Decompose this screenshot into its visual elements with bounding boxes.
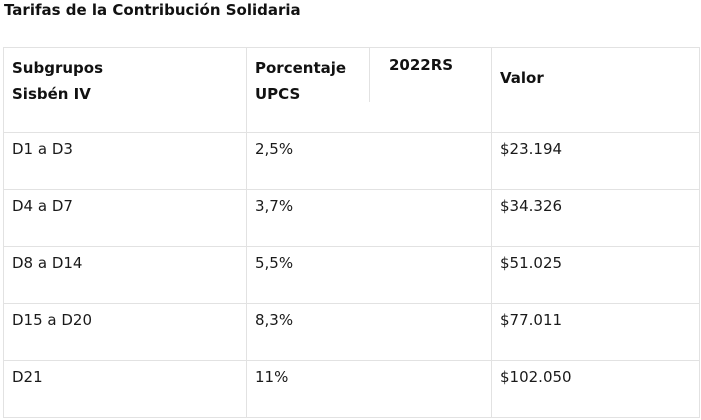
cell-percentage: 8,3% bbox=[246, 303, 492, 361]
cell-value-text: $51.025 bbox=[500, 254, 563, 272]
cell-percentage: 2,5% bbox=[246, 132, 492, 190]
cell-value: $51.025 bbox=[491, 246, 700, 304]
cell-subgroup-text: D4 a D7 bbox=[12, 197, 73, 215]
header-percentage-line1: Porcentaje bbox=[255, 59, 347, 77]
contribution-rates-table: Subgrupos Sisbén IV Porcentaje UPCS 2022… bbox=[3, 47, 700, 418]
cell-subgroup-text: D8 a D14 bbox=[12, 254, 83, 272]
header-subgroup: Subgrupos Sisbén IV bbox=[3, 47, 247, 133]
header-percentage: Porcentaje UPCS 2022RS bbox=[246, 47, 492, 133]
cell-percentage: 5,5% bbox=[246, 246, 492, 304]
cell-value-text: $23.194 bbox=[500, 140, 563, 158]
cell-subgroup: D21 bbox=[3, 360, 247, 418]
cell-subgroup: D1 a D3 bbox=[3, 132, 247, 190]
table-header-row: Subgrupos Sisbén IV Porcentaje UPCS 2022… bbox=[3, 47, 700, 133]
cell-subgroup: D4 a D7 bbox=[3, 189, 247, 247]
cell-percentage-text: 3,7% bbox=[255, 197, 294, 215]
cell-value: $102.050 bbox=[491, 360, 700, 418]
cell-percentage-text: 2,5% bbox=[255, 140, 294, 158]
cell-subgroup-text: D15 a D20 bbox=[12, 311, 93, 329]
table-row: D21 11% $102.050 bbox=[3, 360, 700, 418]
cell-percentage: 3,7% bbox=[246, 189, 492, 247]
cell-percentage-text: 11% bbox=[255, 368, 289, 386]
cell-value: $23.194 bbox=[491, 132, 700, 190]
cell-value-text: $102.050 bbox=[500, 368, 572, 386]
header-subgroup-line1: Subgrupos bbox=[12, 59, 104, 77]
cell-percentage-text: 8,3% bbox=[255, 311, 294, 329]
cell-subgroup: D15 a D20 bbox=[3, 303, 247, 361]
cell-subgroup-text: D1 a D3 bbox=[12, 140, 73, 158]
cell-value: $77.011 bbox=[491, 303, 700, 361]
cell-value-text: $34.326 bbox=[500, 197, 563, 215]
cell-value: $34.326 bbox=[491, 189, 700, 247]
header-year: 2022RS bbox=[389, 56, 454, 74]
table-row: D8 a D14 5,5% $51.025 bbox=[3, 246, 700, 304]
table-row: D1 a D3 2,5% $23.194 bbox=[3, 132, 700, 190]
header-inner-divider bbox=[369, 48, 370, 102]
header-percentage-line2: UPCS bbox=[255, 85, 301, 103]
table-row: D15 a D20 8,3% $77.011 bbox=[3, 303, 700, 361]
table-row: D4 a D7 3,7% $34.326 bbox=[3, 189, 700, 247]
cell-value-text: $77.011 bbox=[500, 311, 563, 329]
cell-percentage-text: 5,5% bbox=[255, 254, 294, 272]
page-title: Tarifas de la Contribución Solidaria bbox=[4, 1, 301, 19]
cell-subgroup: D8 a D14 bbox=[3, 246, 247, 304]
header-subgroup-line2: Sisbén IV bbox=[12, 85, 91, 103]
header-value: Valor bbox=[491, 47, 700, 133]
cell-percentage: 11% bbox=[246, 360, 492, 418]
cell-subgroup-text: D21 bbox=[12, 368, 43, 386]
header-value-label: Valor bbox=[500, 69, 544, 87]
